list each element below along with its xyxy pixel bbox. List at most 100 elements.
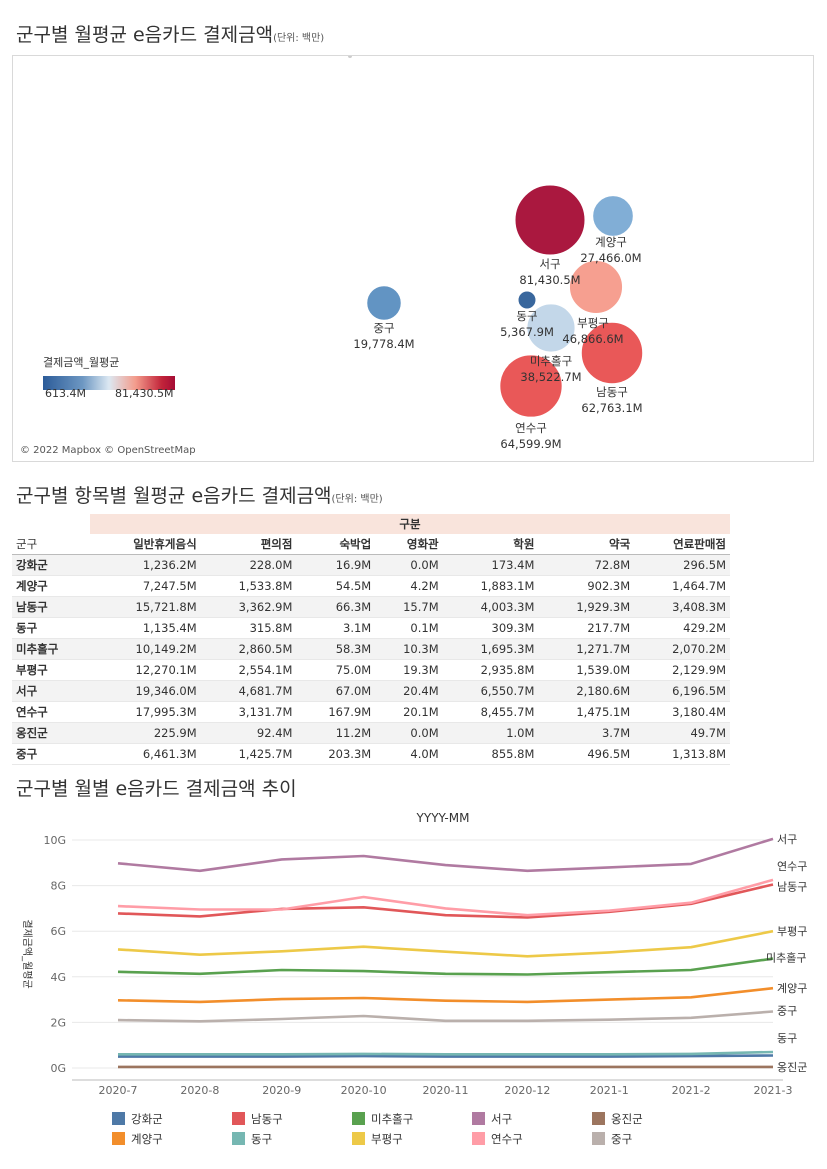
legend-color-ramp [43,376,175,390]
group-header: 구분 [89,514,730,534]
series-line-3[interactable] [118,1050,774,1056]
table-cell: 228.0M [200,554,297,576]
y-tick-label: 8G [50,880,66,893]
table-cell: 1,236.2M [89,554,201,576]
map-section-title: 군구별 월평균 e음카드 결제금액(단위: 백만) [16,20,324,47]
end-label-3: 부평구 [777,925,807,938]
end-label-7: 동구 [777,1032,797,1045]
table-cell: 2,554.1M [200,659,297,681]
legend-label-9[interactable]: 중구 [611,1132,632,1146]
table-cell: 429.2M [634,617,730,639]
end-label-6: 중구 [777,1004,797,1017]
table-cell: 11.2M [296,722,376,744]
table-section-title: 군구별 항목별 월평균 e음카드 결제금액(단위: 백만) [16,481,383,508]
table-cell: 20.4M [375,680,443,702]
table-cell: 19,346.0M [89,680,201,702]
bubble-value-label-0: 81,430.5M [519,273,580,287]
category-table: 구분 군구 일반휴게음식 편의점 숙박업 영화관 학원 약국 연료판매점 강화군 1,236.… [12,514,730,765]
table-row: 동구 1,135.4M 315.8M 3.1M 0.1M 309.3M 217.7M 429.… [12,617,730,639]
table-row: 연수구 17,995.3M 3,131.7M 167.9M 20.1M 8,455.7M 1… [12,701,730,723]
table-cell: 173.4M [442,554,539,576]
table-cell: 1,271.7M [538,638,635,660]
table-cell: 17,995.3M [89,701,201,723]
bubble-6[interactable] [580,321,644,385]
row-label: 미추홀구 [12,638,90,660]
table-cell: 4.2M [375,575,443,597]
legend-label-4[interactable]: 미추홀구 [371,1112,413,1126]
bubble-map-panel[interactable]: 서구 81,430.5M 계양구 27,466.0M 부평구 46,866.6M 동구 5,3… [12,55,814,462]
series-line-4[interactable] [117,957,774,976]
row-header-label: 군구 [12,534,90,555]
row-label: 중구 [12,743,90,765]
table-cell: 1,929.3M [538,596,635,618]
series-line-7[interactable] [117,878,774,917]
bubble-value-label-4: 19,778.4M [353,337,414,351]
legend-label-1[interactable]: 계양구 [131,1132,163,1146]
column-header-5: 약국 [538,534,635,555]
x-tick-label: 2021-3 [754,1084,793,1097]
series-line-2[interactable] [117,883,774,919]
series-line-6[interactable] [117,837,774,873]
table-cell: 67.0M [296,680,376,702]
table-cell: 58.3M [296,638,376,660]
table-cell: 496.5M [538,743,635,765]
table-row: 부평구 12,270.1M 2,554.1M 75.0M 19.3M 2,935.8M 1,… [12,659,730,681]
bubble-5[interactable] [526,303,576,353]
table-cell: 15.7M [375,596,443,618]
legend-swatch-6 [472,1112,485,1125]
table-cell: 1,313.8M [634,743,730,765]
series-line-1[interactable] [117,986,774,1004]
table-cell: 8,455.7M [442,701,539,723]
end-label-0: 서구 [777,833,797,846]
table-cell: 3,362.9M [200,596,297,618]
legend-label-0[interactable]: 강화군 [131,1112,163,1126]
end-label-1: 연수구 [777,860,807,873]
legend-label-2[interactable]: 남동구 [251,1112,283,1126]
bubble-0[interactable] [514,184,586,256]
bubble-name-label-7: 연수구 [515,421,547,435]
bubble-map-svg: 서구 81,430.5M 계양구 27,466.0M 부평구 46,866.6M 동구 5,3… [348,56,644,451]
map-marker-dot [348,56,352,58]
table-row: 미추홀구 10,149.2M 2,860.5M 58.3M 10.3M 1,695.3M 1… [12,638,730,660]
table-cell: 167.9M [296,701,376,723]
legend-swatch-5 [352,1132,365,1145]
legend-label-7[interactable]: 연수구 [491,1132,523,1146]
table-cell: 10,149.2M [89,638,201,660]
table-cell: 3.1M [296,617,376,639]
legend-label-3[interactable]: 동구 [251,1132,272,1146]
column-header-2: 숙박업 [296,534,376,555]
table-cell: 0.0M [375,722,443,744]
table-row: 서구 19,346.0M 4,681.7M 67.0M 20.4M 6,550.7M 2,1… [12,680,730,702]
y-tick-label: 6G [50,925,66,938]
x-tick-label: 2020-8 [180,1084,219,1097]
table-cell: 296.5M [634,554,730,576]
legend-label-5[interactable]: 부평구 [371,1132,403,1146]
bubble-1[interactable] [592,195,634,237]
row-label: 연수구 [12,701,90,723]
y-tick-label: 0G [50,1062,66,1075]
end-label-8: 옹진군 [777,1061,807,1074]
series-line-5[interactable] [117,929,774,958]
table-cell: 66.3M [296,596,376,618]
legend-swatch-0 [112,1112,125,1125]
bubble-3[interactable] [517,290,537,310]
end-label-5: 계양구 [777,982,807,995]
series-line-0[interactable] [118,1054,774,1058]
legend-label-6[interactable]: 서구 [491,1112,512,1126]
bubble-name-label-0: 서구 [539,257,560,271]
y-tick-label: 2G [50,1016,66,1029]
legend-label-8[interactable]: 옹진군 [611,1112,643,1126]
table-cell: 92.4M [200,722,297,744]
table-cell: 1.0M [442,722,539,744]
table-cell: 855.8M [442,743,539,765]
x-tick-label: 2021-1 [590,1084,629,1097]
row-label: 강화군 [12,554,90,576]
table-title-text: 군구별 항목별 월평균 e음카드 결제금액 [16,485,332,507]
bubble-2[interactable] [568,259,624,315]
table-row: 강화군 1,236.2M 228.0M 16.9M 0.0M 173.4M 72.8M 296… [12,554,730,576]
table-cell: 1,135.4M [89,617,201,639]
series-line-9[interactable] [117,1010,774,1023]
bubble-4[interactable] [366,285,402,321]
bubble-value-label-1: 27,466.0M [580,251,641,265]
bubble-7[interactable] [499,354,563,418]
